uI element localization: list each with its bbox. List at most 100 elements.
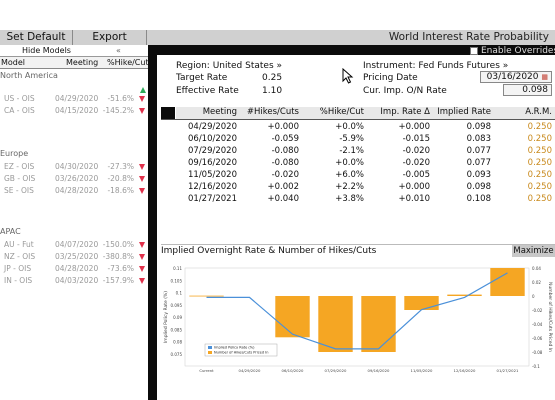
model-name: EZ - OIS	[4, 162, 35, 171]
table-cell: +0.010	[398, 194, 430, 204]
bar-hikes-cuts	[361, 296, 396, 352]
table-cell: -0.015	[402, 134, 430, 144]
y2-tick-label: 0.04	[532, 266, 541, 271]
implied-rate-line	[206, 272, 508, 350]
table-cell: 0.250	[527, 194, 552, 204]
export-button[interactable]: Export	[73, 30, 147, 45]
panel-divider[interactable]	[148, 45, 157, 400]
models-header: Model Meeting %Hike/Cut	[0, 57, 148, 69]
table-cell: -0.020	[271, 170, 299, 180]
y-tick-label: 0.1	[176, 291, 183, 296]
hide-models-button[interactable]: Hide Models	[22, 46, 71, 55]
chart-panel	[161, 244, 555, 400]
table-cell: 0.093	[466, 170, 491, 180]
hike-cut-value: -145.2%	[102, 106, 134, 115]
table-cell: -0.020	[402, 146, 430, 156]
model-row[interactable]: AU - Fut 04/07/2020 -150.0%	[0, 239, 148, 251]
hike-cut-col-header[interactable]: %Hike/Cut	[107, 58, 148, 67]
table-cell: 0.250	[527, 134, 552, 144]
y2-tick-label: 0.02	[532, 280, 541, 285]
instrument-selector[interactable]: Instrument: Fed Funds Futures »	[363, 61, 509, 71]
table-cell[interactable]: 09/16/2020	[188, 158, 237, 168]
hike-cut-value: -380.8%	[102, 252, 134, 261]
table-cell: 0.250	[527, 182, 552, 192]
table-cell: -0.005	[402, 170, 430, 180]
hike-cut-value: -150.0%	[102, 240, 134, 249]
region-group-label: APAC	[0, 227, 21, 236]
model-row[interactable]: JP - OIS 04/28/2020 -73.6%	[0, 263, 148, 275]
enable-overrides-checkbox[interactable]	[470, 47, 478, 55]
model-row[interactable]: GB - OIS 03/26/2020 -20.8%	[0, 173, 148, 185]
trend-down-icon	[139, 275, 145, 287]
region-selector[interactable]: Region: United States »	[176, 61, 283, 71]
model-row[interactable]: SE - OIS 04/28/2020 -18.6%	[0, 185, 148, 197]
table-col-header[interactable]: A.R.M.	[525, 107, 552, 117]
table-cell: 0.077	[466, 158, 491, 168]
model-name: SE - OIS	[4, 186, 34, 195]
table-cell: -0.080	[271, 146, 299, 156]
cur-imp-input[interactable]: 0.098	[503, 84, 552, 96]
table-cell: 0.098	[466, 182, 491, 192]
table-cell[interactable]: 07/29/2020	[188, 146, 237, 156]
chart-title: Implied Overnight Rate & Number of Hikes…	[161, 246, 377, 256]
y-tick-label: 0.11	[173, 266, 182, 271]
table-cell: +0.000	[267, 122, 299, 132]
effective-rate-label: Effective Rate	[176, 86, 239, 96]
set-default-button[interactable]: Set Default	[0, 30, 73, 45]
pricing-date-input[interactable]: 03/16/2020 ▦	[480, 71, 552, 83]
y2-tick-label: -0.1	[532, 364, 540, 369]
model-col-header[interactable]: Model	[1, 58, 26, 67]
x-tick-label: Current	[199, 368, 214, 373]
table-cell: 0.250	[527, 146, 552, 156]
table-col-header[interactable]: Imp. Rate Δ	[380, 107, 430, 117]
model-row[interactable]: EZ - OIS 04/30/2020 -27.3%	[0, 161, 148, 173]
collapse-icon[interactable]: «	[116, 46, 121, 55]
table-cell[interactable]: 11/05/2020	[188, 170, 237, 180]
meeting-date: 03/25/2020	[55, 252, 99, 261]
table-col-header[interactable]: Meeting	[202, 107, 237, 117]
meeting-date: 04/15/2020	[55, 106, 99, 115]
table-cell: +3.8%	[335, 194, 364, 204]
table-col-header[interactable]: %Hike/Cut	[319, 107, 364, 117]
table-cell: 0.098	[466, 122, 491, 132]
model-row[interactable]: NZ - OIS 03/25/2020 -380.8%	[0, 251, 148, 263]
plot-area	[184, 267, 530, 367]
table-cell: +6.0%	[335, 170, 364, 180]
window-title: World Interest Rate Probability	[388, 31, 549, 43]
model-row[interactable]: US - OIS 04/29/2020 -51.6%	[0, 93, 148, 105]
hide-models-row: Hide Models «	[0, 45, 148, 57]
maximize-button[interactable]: Maximize	[512, 245, 555, 257]
bar-hikes-cuts	[447, 294, 482, 296]
table-header-row	[176, 107, 555, 119]
enable-overrides-label: Enable Overrides	[481, 46, 555, 56]
y-tick-label: 0.09	[173, 315, 182, 320]
legend-label: Number of Hikes/Cuts Priced In	[214, 351, 268, 355]
table-col-header[interactable]: #Hikes/Cuts	[246, 107, 299, 117]
pricing-date-value: 03/16/2020	[486, 72, 539, 82]
y-tick-label: 0.095	[171, 303, 183, 308]
target-rate-label: Target Rate	[176, 73, 228, 83]
bar-hikes-cuts	[189, 295, 224, 297]
calendar-icon[interactable]: ▦	[541, 73, 548, 81]
table-cell: +0.0%	[335, 158, 364, 168]
table-cell[interactable]: 06/10/2020	[188, 134, 237, 144]
table-col-header[interactable]: Implied Rate	[437, 107, 491, 117]
table-cell: 0.083	[466, 134, 491, 144]
x-tick-label: 04/29/2020	[239, 368, 261, 373]
trend-down-icon	[139, 239, 145, 251]
table-cell[interactable]: 04/29/2020	[188, 122, 237, 132]
meeting-date: 04/03/2020	[55, 276, 99, 285]
y2-tick-label: -0.08	[532, 350, 543, 355]
meeting-col-header[interactable]: Meeting	[66, 58, 99, 67]
trend-down-icon	[139, 185, 145, 197]
table-cell: +0.000	[398, 122, 430, 132]
table-cell[interactable]: 12/16/2020	[188, 182, 237, 192]
y2-axis-label: Number of Hikes/Cuts Priced In	[547, 282, 553, 352]
trend-down-icon	[139, 93, 145, 105]
table-cell[interactable]: 01/27/2021	[188, 194, 237, 204]
model-row[interactable]: IN - OIS 04/03/2020 -157.9%	[0, 275, 148, 287]
x-tick-label: 01/27/2021	[497, 368, 519, 373]
model-row[interactable]: CA - OIS 04/15/2020 -145.2%	[0, 105, 148, 117]
x-tick-label: 07/29/2020	[325, 368, 347, 373]
meeting-date: 04/28/2020	[55, 186, 99, 195]
